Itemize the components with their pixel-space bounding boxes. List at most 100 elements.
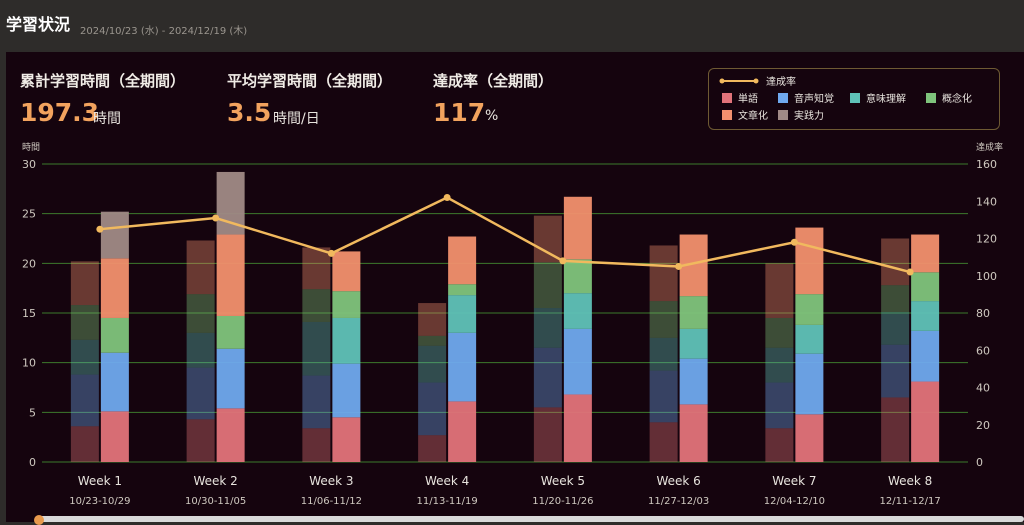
target-bar-segment — [70, 426, 99, 462]
legend-label: 概念化 — [942, 92, 972, 105]
target-bar-segment — [418, 335, 447, 346]
achievement-value: 117 — [433, 98, 486, 127]
y-right-tick-label: 0 — [976, 456, 983, 469]
range-scrollbar[interactable] — [36, 516, 1024, 522]
target-bar-segment — [302, 375, 331, 429]
average-time-value: 3.5 — [227, 98, 272, 127]
achievement-point — [790, 238, 798, 246]
target-bar-segment — [302, 428, 331, 462]
x-tick-label: Week 8 — [888, 474, 932, 488]
y-left-tick-label: 15 — [22, 307, 36, 320]
x-tick-label: Week 3 — [309, 474, 353, 488]
actual-bar-segment — [563, 293, 592, 329]
actual-bar-segment — [216, 315, 245, 349]
target-bar-segment — [418, 382, 447, 436]
target-bar-segment — [186, 294, 215, 333]
x-tick-label: Week 5 — [541, 474, 585, 488]
actual-bar-segment — [100, 411, 129, 462]
actual-bar-segment — [100, 211, 129, 259]
y-right-tick-label: 80 — [976, 307, 990, 320]
y-left-axis-label: 時間 — [22, 142, 40, 153]
actual-bar-segment — [795, 294, 824, 325]
x-sub-label: 12/04-12/10 — [764, 496, 825, 507]
actual-bar-segment — [448, 284, 477, 296]
actual-bar-segment — [911, 234, 940, 273]
target-bar-segment — [881, 397, 910, 462]
target-bar-segment — [533, 215, 562, 263]
actual-bar-segment — [448, 236, 477, 285]
achievement-label: 達成率（全期間） — [433, 72, 554, 90]
x-sub-label: 11/27-12/03 — [648, 496, 709, 507]
target-bar-segment — [533, 262, 562, 309]
achievement-point — [675, 262, 683, 270]
legend-swatch — [778, 93, 788, 103]
achievement-point — [327, 249, 335, 257]
actual-bar-segment — [563, 394, 592, 462]
y-right-tick-label: 100 — [976, 270, 997, 283]
actual-bar-segment — [448, 332, 477, 402]
top-bar: 学習状況 2024/10/23 (水) - 2024/12/19 (木) — [0, 0, 1024, 48]
average-time-unit: 時間/日 — [273, 111, 320, 127]
legend-swatch — [778, 110, 788, 120]
actual-bar-segment — [563, 328, 592, 395]
x-sub-label: 11/06-11/12 — [301, 496, 362, 507]
total-time-value: 197.3 — [20, 98, 100, 127]
x-sub-label: 11/20-11/26 — [532, 496, 593, 507]
actual-bar-segment — [100, 258, 129, 318]
target-bar-segment — [649, 422, 678, 462]
page-title: 学習状況 — [6, 15, 71, 34]
legend-swatch — [926, 93, 936, 103]
target-bar-segment — [533, 308, 562, 348]
date-range: 2024/10/23 (水) - 2024/12/19 (木) — [80, 26, 248, 37]
actual-bar-segment — [563, 196, 592, 260]
y-left-tick-label: 30 — [22, 158, 36, 171]
legend-swatch — [722, 110, 732, 120]
target-bar-segment — [649, 337, 678, 371]
target-bar-segment — [418, 435, 447, 462]
chart-legend — [708, 68, 1000, 130]
y-right-axis-label: 達成率 — [976, 141, 1003, 153]
actual-bar-segment — [332, 291, 361, 318]
actual-bar-segment — [216, 348, 245, 409]
target-bar-segment — [70, 374, 99, 427]
legend-swatch — [850, 93, 860, 103]
y-right-tick-label: 20 — [976, 419, 990, 432]
actual-bar-segment — [216, 234, 245, 316]
target-bar-segment — [418, 303, 447, 336]
total-time-label: 累計学習時間（全期間） — [20, 72, 186, 90]
target-bar-segment — [881, 312, 910, 345]
achievement-point — [443, 194, 451, 202]
legend-swatch — [722, 93, 732, 103]
actual-bar-segment — [563, 259, 592, 294]
actual-bar-segment — [216, 171, 245, 235]
target-bar-segment — [302, 321, 331, 376]
target-bar-segment — [881, 238, 910, 286]
x-sub-label: 11/13-11/19 — [417, 496, 478, 507]
y-right-tick-label: 140 — [976, 195, 997, 208]
legend-label: 単語 — [738, 92, 758, 105]
y-left-tick-label: 10 — [22, 357, 36, 370]
target-bar-segment — [418, 345, 447, 383]
x-sub-label: 10/23-10/29 — [69, 496, 130, 507]
target-bar-segment — [765, 428, 794, 462]
actual-bar-segment — [795, 353, 824, 415]
actual-bar-segment — [679, 296, 708, 329]
average-time-label: 平均学習時間（全期間） — [227, 72, 393, 90]
legend-label: 音声知覚 — [794, 92, 834, 105]
achievement-line — [99, 196, 911, 274]
actual-bar-segment — [911, 330, 940, 382]
legend-line-marker — [719, 78, 725, 84]
legend-label: 文章化 — [738, 109, 768, 122]
actual-bar-segment — [332, 317, 361, 364]
total-time-unit: 時間 — [93, 111, 121, 127]
x-tick-label: Week 1 — [78, 474, 122, 488]
y-left-tick-label: 0 — [29, 456, 36, 469]
legend-label: 意味理解 — [866, 92, 906, 105]
target-bar-segment — [765, 317, 794, 348]
actual-bar-segment — [332, 363, 361, 418]
range-scrollbar-handle[interactable] — [34, 515, 44, 525]
target-bar-segment — [70, 305, 99, 340]
target-bar-segment — [186, 367, 215, 420]
actual-bar-segment — [795, 324, 824, 354]
